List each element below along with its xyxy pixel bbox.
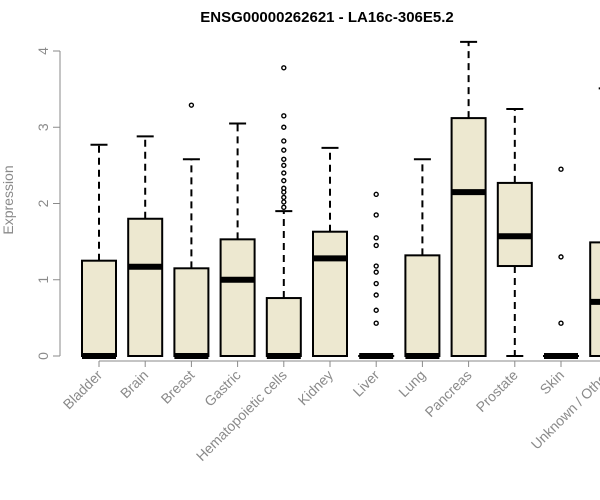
chart-title: ENSG00000262621 - LA16c-306E5.2 [200, 9, 454, 26]
outlier-point [281, 170, 287, 176]
x-tick-label: Bladder [60, 367, 106, 413]
outlier-point [558, 320, 564, 326]
outlier-point [281, 147, 287, 153]
x-tick-label: Gastric [201, 367, 244, 410]
box-iqr [127, 217, 164, 357]
y-tick-label: 0 [35, 352, 51, 360]
box-iqr [496, 181, 533, 268]
box-breast [173, 102, 210, 359]
outlier-point [373, 212, 379, 218]
box-iqr [265, 297, 302, 357]
y-tick-label: 1 [35, 276, 51, 284]
x-tick-label: Breast [158, 367, 198, 407]
x-tick-label: Hematopoietic cells [193, 367, 290, 464]
box-iqr [450, 117, 487, 357]
outlier-point [281, 162, 287, 169]
x-tick-label: Lung [395, 367, 428, 400]
box-iqr [173, 267, 210, 357]
outlier-point [281, 138, 287, 144]
outlier-point [281, 194, 287, 201]
outlier-point [373, 191, 379, 198]
x-tick-label: Liver [350, 367, 383, 400]
outlier-point [373, 307, 379, 313]
box-kidney [312, 146, 348, 357]
x-tick-label: Skin [537, 367, 568, 398]
outlier-point [373, 235, 379, 241]
outlier-point [558, 254, 564, 260]
y-tick-label: 2 [35, 199, 51, 207]
outlier-point [373, 292, 379, 298]
y-axis: 0 1 2 3 4 [35, 47, 61, 360]
outlier-point [281, 124, 287, 130]
box-lung [404, 158, 441, 359]
outlier-point [281, 156, 287, 162]
outlier-point [373, 242, 379, 249]
x-tick-label: Prostate [473, 367, 521, 415]
y-tick-label: 3 [35, 123, 51, 131]
outlier-point [373, 269, 379, 275]
x-tick-label: Brain [117, 367, 151, 401]
x-tick-label: Pancreas [422, 367, 475, 420]
box-skin [543, 166, 579, 359]
boxes-group [81, 40, 600, 359]
outlier-point [373, 280, 379, 287]
box-iqr [404, 254, 441, 358]
box-prostate [496, 107, 533, 357]
x-tick-label: Kidney [295, 367, 337, 409]
box-iqr [81, 259, 117, 357]
box-iqr [312, 230, 348, 357]
outlier-point [373, 263, 379, 269]
outlier-point [281, 177, 287, 184]
box-brain [127, 135, 164, 357]
box-iqr [219, 238, 256, 357]
y-axis-label: Expression [0, 165, 16, 234]
y-tick-label: 4 [35, 47, 51, 55]
outlier-point [281, 113, 287, 119]
box-hematopoietic-cells [265, 65, 302, 359]
outlier-point [281, 199, 287, 205]
box-gastric [219, 122, 256, 357]
box-unknown-other [589, 87, 600, 357]
outlier-point [188, 102, 195, 108]
outlier-point [281, 204, 287, 211]
outlier-point [281, 185, 287, 191]
outlier-point [373, 320, 379, 326]
box-liver [358, 191, 395, 359]
box-pancreas [450, 40, 487, 357]
outlier-point [281, 65, 287, 71]
outlier-point [558, 166, 564, 172]
box-bladder [81, 143, 117, 359]
